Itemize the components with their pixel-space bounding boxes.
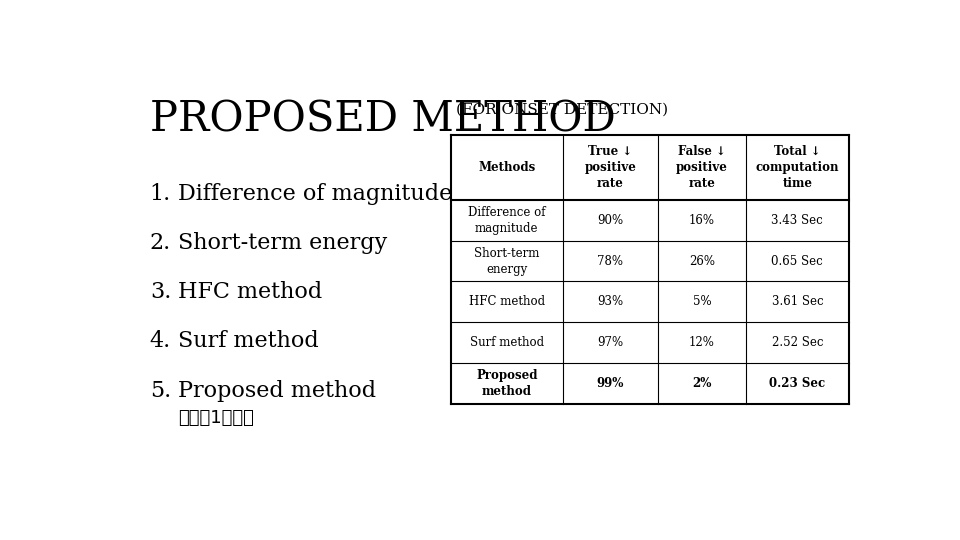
Text: 3.43 Sec: 3.43 Sec [772,214,824,227]
Text: True ↓
positive
rate: True ↓ positive rate [585,145,636,190]
Text: HFC method: HFC method [178,281,323,303]
Text: 1.: 1. [150,183,171,205]
Text: Surf method: Surf method [469,336,544,349]
Text: Short-term
energy: Short-term energy [474,247,540,275]
Text: False ↓
positive
rate: False ↓ positive rate [676,145,728,190]
Text: 16%: 16% [689,214,715,227]
Text: (FOR ONSET DETECTION): (FOR ONSET DETECTION) [456,103,668,117]
Text: Methods: Methods [478,161,536,174]
Text: 99%: 99% [596,377,624,390]
Text: Difference of magnitude: Difference of magnitude [178,183,452,205]
Text: 97%: 97% [597,336,623,349]
Text: 5.: 5. [150,380,171,402]
Text: 2%: 2% [692,377,711,390]
Text: 0.23 Sec: 0.23 Sec [769,377,826,390]
Text: Short-term energy: Short-term energy [178,232,387,254]
Text: Difference of
magnitude: Difference of magnitude [468,206,545,235]
Text: 4.: 4. [150,330,171,353]
Text: Total ↓
computation
time: Total ↓ computation time [756,145,839,190]
Text: 78%: 78% [597,254,623,267]
Text: Proposed method: Proposed method [178,380,376,402]
Text: 90%: 90% [597,214,623,227]
Text: 3.: 3. [150,281,171,303]
Text: PROPOSED METHOD: PROPOSED METHOD [150,98,615,140]
Text: Surf method: Surf method [178,330,319,353]
Text: 2.52 Sec: 2.52 Sec [772,336,823,349]
Text: HFC method: HFC method [468,295,545,308]
Text: 0.65 Sec: 0.65 Sec [772,254,824,267]
Text: 與方法1較類似: 與方法1較類似 [178,409,253,427]
Text: Proposed
method: Proposed method [476,369,538,398]
Text: 2.: 2. [150,232,171,254]
Text: 5%: 5% [692,295,711,308]
Text: 26%: 26% [689,254,715,267]
Text: 12%: 12% [689,336,715,349]
Text: 3.61 Sec: 3.61 Sec [772,295,823,308]
Text: 93%: 93% [597,295,623,308]
